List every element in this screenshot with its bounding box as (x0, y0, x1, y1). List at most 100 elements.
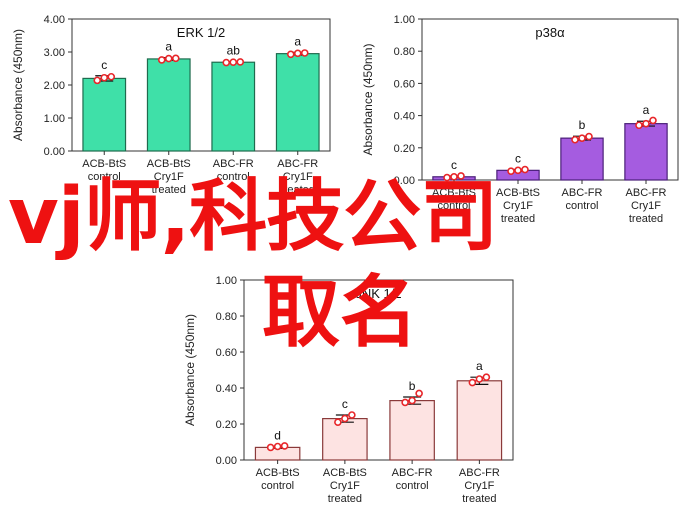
category-label-line: control (88, 171, 121, 183)
category-label: ABC-FR control (392, 467, 433, 492)
category-label-line: ACB-BtS (496, 187, 540, 199)
category-label-line: ACB-BtS (147, 158, 191, 170)
category-label: ACB-BtS control (256, 467, 300, 492)
data-point (164, 54, 173, 63)
category-label: ACB-BtS Cry1F treated (147, 158, 191, 196)
y-tick-label: 4.00 (44, 14, 65, 26)
data-point (334, 418, 342, 427)
y-axis-label: Absorbance (450nm) (11, 29, 25, 141)
category-label-line: treated (462, 493, 496, 505)
significance-letter: a (643, 103, 650, 117)
data-point (408, 396, 416, 405)
y-tick-label: 1.00 (394, 14, 415, 26)
category-label-line: ABC-FR (277, 158, 318, 170)
data-point (635, 121, 643, 130)
category-label-line: Cry1F (330, 480, 360, 492)
plot-frame (421, 18, 679, 181)
data-point (457, 172, 465, 180)
data-point (443, 173, 451, 182)
category-label: ABC-FR Cry1F treated (626, 187, 667, 225)
category-label-line: Cry1F (283, 171, 313, 183)
bar (146, 58, 191, 152)
y-tick-label: 0.80 (216, 311, 237, 323)
data-point (107, 72, 116, 81)
category-label-line: control (217, 171, 250, 183)
category-label-line: ABC-FR (213, 158, 254, 170)
significance-letter: c (342, 397, 348, 411)
category-label-line: treated (281, 184, 315, 196)
bar (322, 418, 368, 461)
category-label-line: Cry1F (464, 480, 494, 492)
category-label-line: ACB-BtS (256, 467, 300, 479)
significance-letter: b (409, 379, 416, 393)
bar (560, 137, 604, 181)
data-point (93, 76, 102, 85)
data-point (300, 49, 309, 57)
data-point (507, 167, 515, 175)
data-point (578, 134, 586, 142)
data-point (273, 442, 282, 451)
bar (82, 77, 127, 152)
significance-letter: c (101, 58, 107, 72)
y-tick-label: 0.60 (216, 347, 237, 359)
category-label: ABC-FR control (562, 187, 603, 212)
significance-letter: b (579, 118, 586, 132)
data-point (468, 378, 477, 387)
data-point (171, 54, 180, 63)
y-axis-label: Absorbance (450nm) (183, 314, 197, 426)
y-tick-label: 0.40 (216, 383, 237, 395)
bar (275, 53, 320, 152)
data-point (222, 58, 231, 67)
data-point (348, 411, 356, 419)
category-label-line: ABC-FR (392, 467, 433, 479)
y-axis-label: Absorbance (450nm) (361, 43, 375, 155)
y-tick-label: 0.00 (216, 455, 237, 467)
y-tick-label: 1.00 (44, 113, 65, 125)
category-label: ACB-BtS control (82, 158, 126, 183)
significance-letter: c (515, 152, 521, 166)
data-point (475, 375, 484, 383)
significance-letter: a (476, 359, 483, 373)
category-label: ABC-FR Cry1F treated (277, 158, 318, 196)
chart-panel-3: JNK 1/2 0.00 0.20 0.40 0.60 0.80 1.00 Absorbanc… (183, 275, 514, 505)
data-point (157, 56, 166, 64)
significance-letter: a (165, 40, 172, 54)
bar (211, 61, 256, 152)
bar (456, 380, 503, 461)
category-label-line: ABC-FR (459, 467, 500, 479)
data-point (286, 50, 295, 59)
chart-panel-2: p38α 0.00 0.20 0.40 0.60 0.80 1.00 Absorbance (… (361, 14, 679, 225)
chart-title: p38α (535, 25, 565, 40)
y-tick-label: 0.00 (44, 146, 65, 158)
chart-title: JNK 1/2 (355, 286, 401, 301)
category-label: ABC-FR control (213, 158, 254, 183)
chart-title: ERK 1/2 (177, 25, 225, 40)
data-point (280, 442, 289, 450)
significance-letter: a (294, 34, 301, 48)
data-point (293, 49, 302, 58)
category-label: ACB-BtS Cry1F treated (496, 187, 540, 225)
data-point (649, 116, 657, 125)
y-tick-label: 0.20 (394, 143, 415, 155)
y-tick-label: 1.00 (216, 275, 237, 287)
data-point (571, 135, 579, 144)
category-label-line: ABC-FR (626, 187, 667, 199)
data-point (229, 58, 238, 67)
category-label-line: treated (629, 213, 663, 225)
data-point (236, 58, 245, 66)
data-point (100, 73, 109, 82)
significance-letter: ab (227, 44, 241, 58)
y-tick-label: 0.40 (394, 111, 415, 123)
y-tick-label: 0.00 (394, 175, 415, 187)
y-tick-label: 3.00 (44, 47, 65, 59)
data-point (642, 119, 650, 128)
category-label-line: control (437, 200, 470, 212)
data-point (341, 414, 349, 423)
data-point (415, 389, 423, 398)
data-point (514, 166, 522, 175)
y-tick-label: 0.80 (394, 46, 415, 58)
category-label-line: treated (152, 184, 186, 196)
bar (624, 123, 668, 181)
data-point (401, 398, 409, 407)
